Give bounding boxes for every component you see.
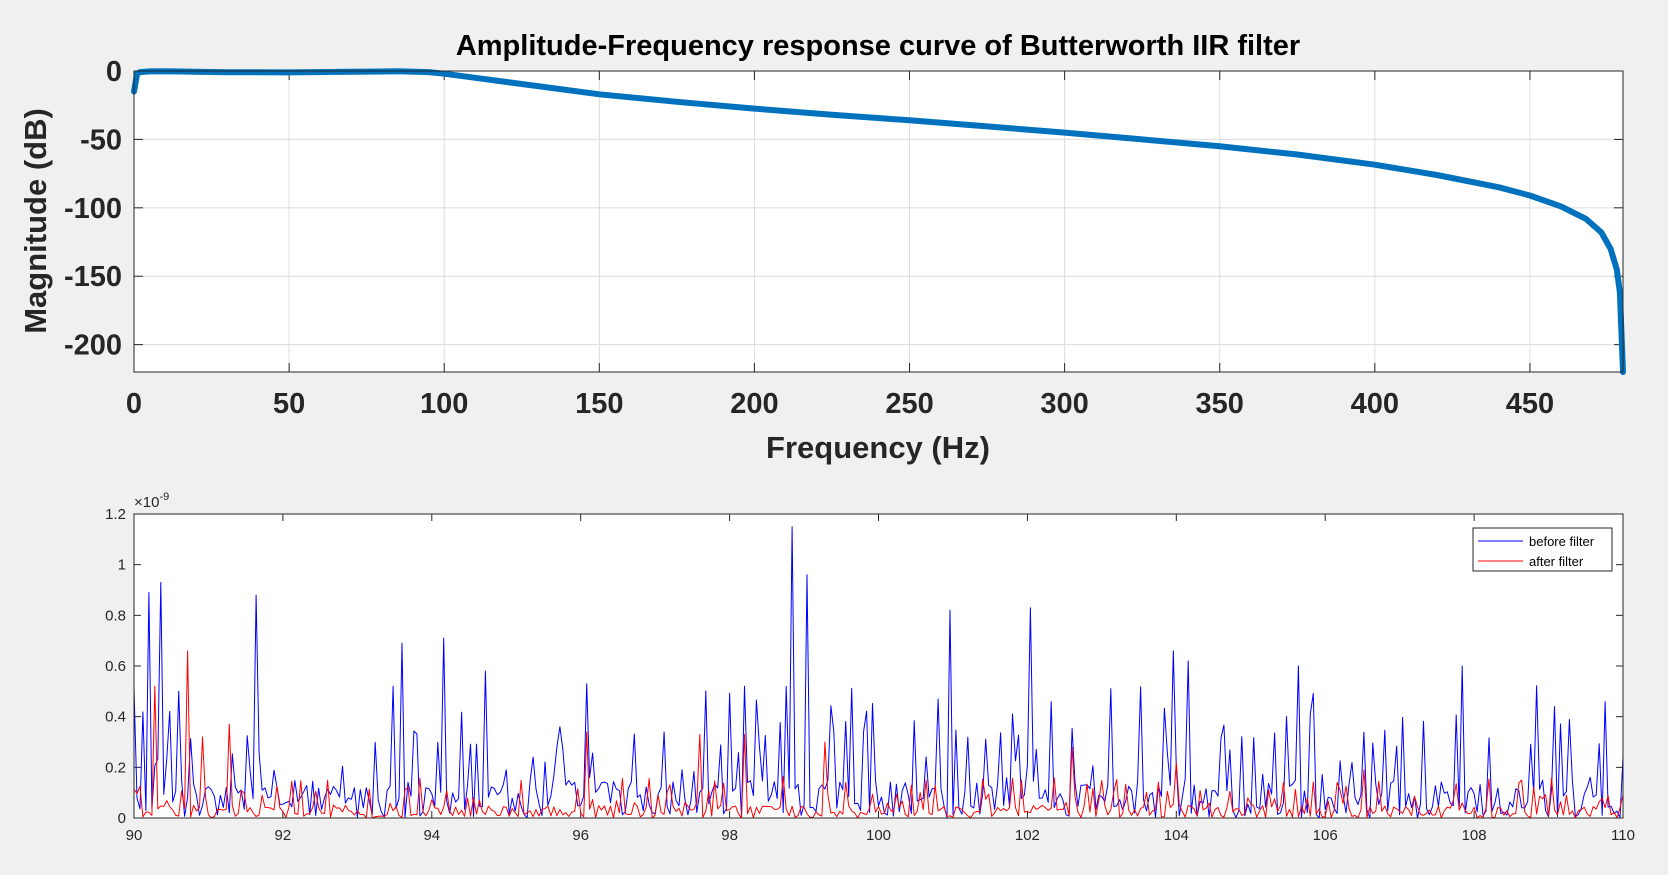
y-tick-label: -100	[64, 193, 122, 225]
x-tick-label: 100	[866, 827, 891, 844]
legend[interactable]: before filter after filter	[1472, 527, 1613, 572]
x-tick-label: 50	[273, 388, 305, 420]
y-tick-label: 1	[118, 557, 126, 574]
series-lines	[131, 68, 1626, 375]
y-tick-label: -200	[64, 330, 122, 362]
y-tick-label: -50	[80, 124, 122, 156]
x-tick-label: 108	[1462, 827, 1487, 844]
axes-box	[133, 513, 1624, 819]
x-tick-label: 96	[572, 827, 589, 844]
x-tick-label: 106	[1313, 827, 1338, 844]
legend-label-before-filter: before filter	[1529, 534, 1595, 549]
x-tick-label: 92	[275, 827, 292, 844]
y-tick-labels: 0 -50 -100 -150 -200	[64, 56, 122, 362]
y-exponent-label: ×10-9	[134, 491, 169, 511]
x-tick-label: 300	[1040, 388, 1088, 420]
series-lines	[133, 526, 1624, 819]
x-tick-label: 102	[1015, 827, 1040, 844]
magnitude-response-line	[131, 68, 1626, 375]
y-tick-label: 0	[118, 810, 126, 827]
x-tick-label: 0	[126, 388, 142, 420]
x-axis-label: Frequency (Hz)	[766, 430, 990, 465]
y-tick-label: 0.8	[105, 607, 126, 624]
before-filter-line	[133, 526, 1624, 819]
after-filter-line	[133, 650, 1624, 819]
x-tick-label: 110	[1611, 827, 1635, 844]
x-tick-label: 450	[1506, 388, 1554, 420]
x-tick-label: 94	[423, 827, 440, 844]
chart-title: Amplitude-Frequency response curve of Bu…	[456, 30, 1300, 62]
x-tick-label: 250	[885, 388, 933, 420]
axes-box	[133, 70, 1624, 373]
x-tick-label: 90	[126, 827, 143, 844]
x-tick-label: 150	[575, 388, 623, 420]
y-tick-labels: 0 0.2 0.4 0.6 0.8 1 1.2	[105, 506, 126, 827]
x-tick-labels: 90 92 94 96 98 100 102 104 106 108 110	[126, 827, 1635, 844]
y-tick-label: 1.2	[105, 506, 126, 523]
x-tick-label: 104	[1164, 827, 1189, 844]
legend-box	[1472, 527, 1613, 572]
legend-label-after-filter: after filter	[1529, 554, 1584, 569]
y-tick-label: 0.2	[105, 759, 126, 776]
x-tick-label: 200	[730, 388, 778, 420]
x-tick-label: 350	[1196, 388, 1244, 420]
y-tick-label: 0.6	[105, 658, 126, 675]
x-tick-label: 400	[1351, 388, 1399, 420]
plot-area	[134, 514, 1623, 818]
y-tick-label: -150	[64, 261, 122, 293]
x-tick-label: 100	[420, 388, 468, 420]
y-axis-label: Magnitude (dB)	[18, 108, 53, 334]
x-tick-labels: 0 50 100 150 200 250 300 350 400 450	[126, 388, 1554, 420]
x-tick-label: 98	[721, 827, 738, 844]
frequency-response-axes: 0 50 100 150 200 250 300 350 400 450 0 -50 -100 -150…	[18, 30, 1626, 465]
y-tick-label: 0	[106, 56, 122, 88]
filter-comparison-axes: 90 92 94 96 98 100 102 104 106 108 110 00.20.40.60…	[105, 491, 1635, 844]
y-tick-label: 0.4	[105, 709, 126, 726]
